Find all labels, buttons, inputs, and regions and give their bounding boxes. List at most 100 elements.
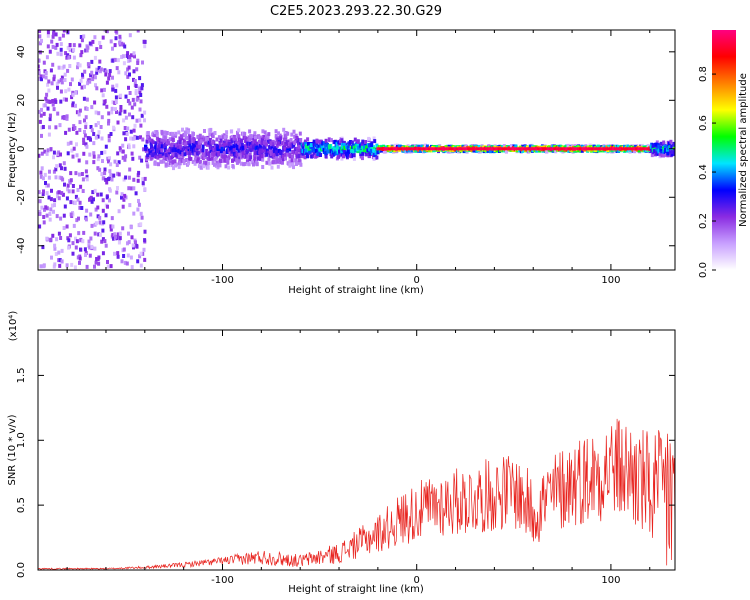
heatmap-cell <box>209 140 213 145</box>
heatmap-cell <box>105 195 109 200</box>
heatmap-cell <box>155 149 159 154</box>
heatmap-cell <box>85 97 89 102</box>
heatmap-cell <box>208 154 212 159</box>
heatmap-cell <box>107 138 111 143</box>
heatmap-cell <box>50 255 53 260</box>
heatmap-cell <box>41 176 45 181</box>
heatmap-cell <box>58 36 62 41</box>
heatmap-cell <box>236 158 239 163</box>
heatmap-cell <box>217 152 221 157</box>
heatmap-cell <box>150 147 154 151</box>
heatmap-cell <box>197 138 201 143</box>
heatmap-cell <box>408 147 412 151</box>
heatmap-cell <box>151 153 155 158</box>
heatmap-cell <box>73 201 77 205</box>
heatmap-cell <box>295 154 299 159</box>
heatmap-cell <box>294 133 298 138</box>
heatmap-cell <box>280 160 284 165</box>
heatmap-cell <box>283 146 287 151</box>
heatmap-cell <box>92 154 96 159</box>
heatmap-cell <box>101 159 104 163</box>
heatmap-cell <box>44 183 48 188</box>
heatmap-cell <box>666 146 670 151</box>
heatmap-cell <box>102 176 106 181</box>
heatmap-cell <box>478 147 482 151</box>
heatmap-cell <box>64 97 68 102</box>
heatmap-cell <box>96 214 100 219</box>
heatmap-cell <box>123 44 127 49</box>
heatmap-cell <box>298 131 302 136</box>
heatmap-cell <box>88 152 92 157</box>
heatmap-cell <box>65 114 69 119</box>
heatmap-cell <box>113 251 116 256</box>
heatmap-cell <box>117 209 121 214</box>
heatmap-cell <box>162 144 166 149</box>
heatmap-cell <box>492 147 496 151</box>
heatmap-cell <box>245 159 249 164</box>
heatmap-cell <box>104 144 108 149</box>
heatmap-cell <box>161 152 165 157</box>
colorbar-ticks: 0.0 0.2 0.4 0.6 0.8 <box>698 66 716 278</box>
heatmap-cell <box>211 134 215 139</box>
heatmap-cell <box>45 55 49 60</box>
heatmap-cell <box>239 161 243 166</box>
heatmap-cell <box>259 156 262 161</box>
heatmap-cell <box>56 85 59 90</box>
heatmap-cell <box>339 153 342 158</box>
heatmap-cell <box>172 166 175 171</box>
heatmap-cell <box>413 147 417 151</box>
heatmap-cell <box>133 136 137 141</box>
heatmap-cell <box>84 142 88 147</box>
heatmap-cell <box>354 144 358 149</box>
heatmap-cell <box>113 159 117 164</box>
heatmap-cell <box>286 148 289 153</box>
heatmap-cell <box>47 195 51 200</box>
heatmap-cell <box>170 163 174 168</box>
heatmap-cell <box>166 139 170 143</box>
heatmap-cell <box>160 131 164 136</box>
heatmap-cell <box>85 144 89 149</box>
heatmap-cell <box>103 171 107 176</box>
heatmap-cell <box>68 45 72 50</box>
heatmap-cells <box>38 30 675 270</box>
heatmap-cell <box>141 251 145 256</box>
heatmap-cell <box>569 147 573 151</box>
heatmap-cell <box>372 148 376 153</box>
heatmap-cell <box>96 121 100 125</box>
heatmap-cell <box>124 175 128 180</box>
heatmap-cell <box>54 167 58 172</box>
heatmap-cell <box>96 192 100 197</box>
heatmap-cell <box>101 228 105 233</box>
heatmap-cell <box>184 130 187 135</box>
heatmap-cell <box>160 141 164 146</box>
heatmap-cell <box>667 141 671 146</box>
heatmap-cell <box>67 238 71 243</box>
heatmap-cell <box>123 126 127 130</box>
heatmap-cell <box>114 30 118 34</box>
heatmap-cell <box>252 162 255 167</box>
heatmap-cell <box>116 232 120 237</box>
heatmap-cell <box>46 183 50 188</box>
heatmap-cell <box>611 147 615 151</box>
y-tick-label: 40 <box>16 45 27 58</box>
heatmap-cell <box>166 163 170 167</box>
heatmap-cell <box>326 149 330 154</box>
heatmap-cell <box>136 178 140 183</box>
heatmap-cell <box>441 147 445 151</box>
heatmap-cell <box>257 156 260 161</box>
heatmap-cell <box>47 88 51 93</box>
heatmap-cell <box>182 159 186 164</box>
heatmap-cell <box>126 74 130 79</box>
heatmap-cell <box>286 152 290 157</box>
heatmap-cell <box>297 147 301 152</box>
heatmap-cell <box>462 147 466 151</box>
heatmap-cell <box>59 216 63 221</box>
heatmap-cell <box>157 162 160 167</box>
heatmap-cell <box>243 148 247 152</box>
heatmap-cell <box>639 147 643 151</box>
heatmap-cell <box>113 43 117 48</box>
heatmap-cell <box>230 145 234 150</box>
heatmap-cell <box>124 154 128 159</box>
heatmap-cell <box>54 252 58 256</box>
heatmap-cell <box>375 155 379 160</box>
